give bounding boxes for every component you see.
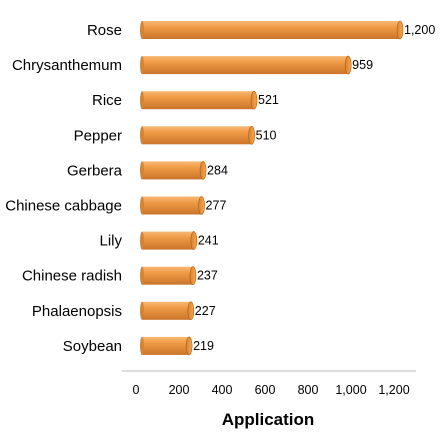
x-tick-label: 200 — [169, 383, 190, 397]
bar-start-cap — [140, 231, 144, 250]
bar-start-cap — [140, 56, 144, 75]
bar-end-cap — [198, 196, 205, 215]
x-tick-label: 600 — [255, 383, 276, 397]
x-axis-title: Application — [222, 410, 315, 429]
bar — [142, 301, 191, 320]
bar — [142, 21, 400, 39]
value-label: 510 — [256, 128, 277, 142]
x-tick-label: 1,000 — [335, 383, 366, 397]
bar-end-cap — [248, 126, 255, 145]
category-label: Pepper — [74, 127, 122, 144]
bar-start-cap — [140, 126, 144, 145]
bar-start-cap — [140, 196, 144, 215]
bar-start-cap — [140, 91, 144, 110]
bar-end-cap — [185, 336, 193, 356]
bar-start-cap — [140, 336, 144, 355]
bar — [142, 126, 252, 145]
category-label: Soybean — [63, 338, 122, 355]
bar-end-cap — [190, 231, 198, 250]
x-tick-label: 0 — [133, 383, 140, 397]
category-label: Chinese cabbage — [5, 198, 122, 215]
bar — [142, 336, 190, 355]
value-label: 521 — [258, 93, 279, 107]
bar-start-cap — [140, 21, 144, 39]
category-label: Gerbera — [67, 162, 123, 179]
bar-end-cap — [199, 161, 207, 180]
bar — [142, 196, 202, 215]
bar-end-cap — [187, 301, 195, 321]
bar-start-cap — [140, 161, 144, 180]
x-axis-ticks: 0 200 400 600 800 1,000 1,200 — [133, 383, 410, 397]
value-label: 227 — [195, 304, 216, 318]
bar — [142, 161, 204, 180]
category-label: Rice — [92, 92, 122, 109]
value-label: 241 — [198, 234, 219, 248]
x-tick-label: 800 — [298, 383, 319, 397]
category-label: Chinese radish — [22, 268, 122, 285]
value-label: 959 — [352, 58, 373, 72]
bars-layer: Rose 1,200 Chrysanthemum 959 Rice 521 Pepper 51… — [5, 20, 435, 356]
category-label: Phalaenopsis — [32, 303, 122, 320]
bar-end-cap — [344, 55, 352, 75]
category-label: Lily — [99, 233, 122, 250]
bar — [142, 266, 193, 285]
value-label: 237 — [197, 269, 218, 283]
x-tick-label: 1,200 — [378, 383, 409, 397]
bar-end-cap — [189, 266, 197, 286]
x-tick-label: 400 — [212, 383, 233, 397]
bar — [142, 91, 255, 110]
bar — [142, 231, 194, 250]
value-label: 277 — [206, 199, 227, 213]
value-label: 219 — [193, 339, 214, 353]
bar-start-cap — [140, 301, 144, 320]
bar-start-cap — [140, 266, 144, 285]
value-label: 284 — [207, 163, 228, 177]
value-label: 1,200 — [404, 23, 435, 37]
category-label: Chrysanthemum — [12, 57, 122, 74]
bar-end-cap — [250, 90, 258, 110]
bar-end-cap — [396, 20, 404, 40]
bar — [142, 56, 349, 75]
category-label: Rose — [87, 22, 122, 39]
